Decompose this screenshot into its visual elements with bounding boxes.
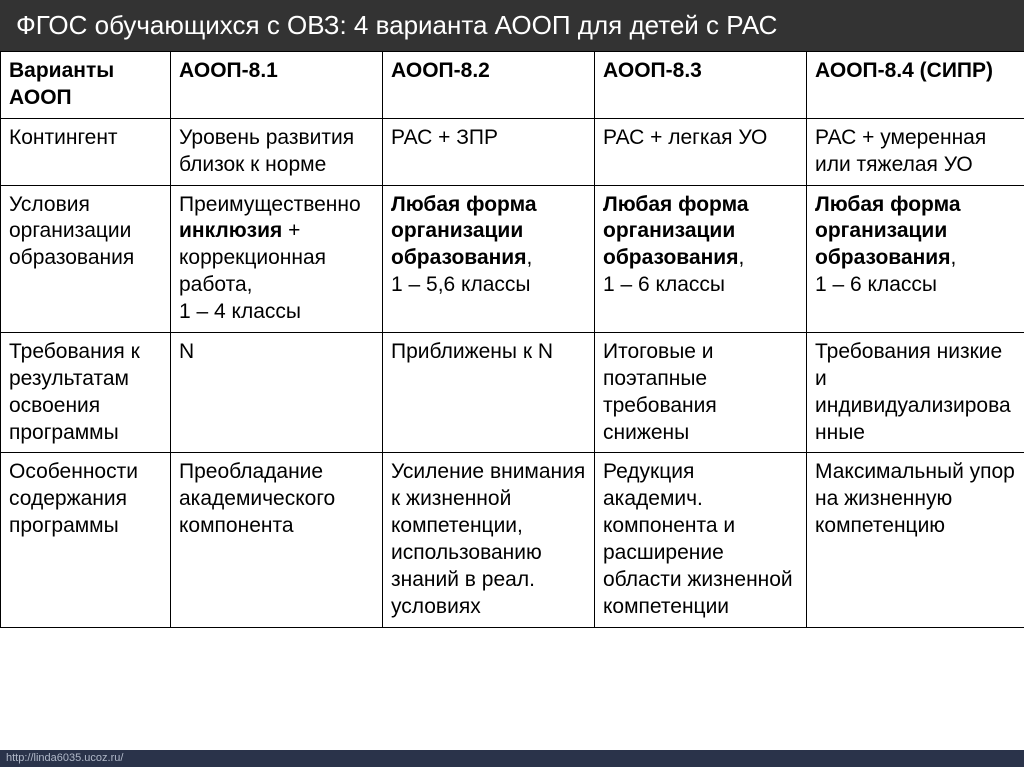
table-cell: Уровень развития близок к норме [171,118,383,185]
col-header: АООП-8.4 (СИПР) [807,52,1024,119]
table-cell: Усиление внимания к жизненной компетенци… [383,453,595,627]
table-cell: РАС + легкая УО [595,118,807,185]
table-cell: N [171,332,383,453]
row-label: Требования к результатам освоения програ… [1,332,171,453]
table-cell: Требования низкие и индивидуализированны… [807,332,1024,453]
slide-title: ФГОС обучающихся с ОВЗ: 4 варианта АООП … [0,0,1024,51]
table-cell: РАС + ЗПР [383,118,595,185]
table-cell: Редукция академич. компонента и расширен… [595,453,807,627]
col-header: Варианты АООП [1,52,171,119]
table-row: Условия организации образованияПреимущес… [1,185,1024,332]
table-cell: Преимущественно инклюзия + коррекционная… [171,185,383,332]
footer-url: http://linda6035.ucoz.ru/ [0,750,1024,767]
col-header: АООП-8.3 [595,52,807,119]
table-cell: РАС + умеренная или тяжелая УО [807,118,1024,185]
table-cell: Любая форма организации образования,1 – … [595,185,807,332]
row-label: Условия организации образования [1,185,171,332]
col-header: АООП-8.2 [383,52,595,119]
table-cell: Максимальный упор на жизненную компетенц… [807,453,1024,627]
table-row: КонтингентУровень развития близок к норм… [1,118,1024,185]
table-cell: Любая форма организации образования,1 – … [383,185,595,332]
slide: ФГОС обучающихся с ОВЗ: 4 варианта АООП … [0,0,1024,750]
row-label: Особенности содержания программы [1,453,171,627]
table-cell: Преобладание академического компонента [171,453,383,627]
table-cell: Итоговые и поэтапные требования снижены [595,332,807,453]
row-label: Контингент [1,118,171,185]
table-cell: Любая форма организации образования,1 – … [807,185,1024,332]
table-cell: Приближены к N [383,332,595,453]
table-row: Требования к результатам освоения програ… [1,332,1024,453]
table-header-row: Варианты АООП АООП-8.1 АООП-8.2 АООП-8.3… [1,52,1024,119]
comparison-table: Варианты АООП АООП-8.1 АООП-8.2 АООП-8.3… [0,51,1024,628]
col-header: АООП-8.1 [171,52,383,119]
table-row: Особенности содержания программыПреоблад… [1,453,1024,627]
